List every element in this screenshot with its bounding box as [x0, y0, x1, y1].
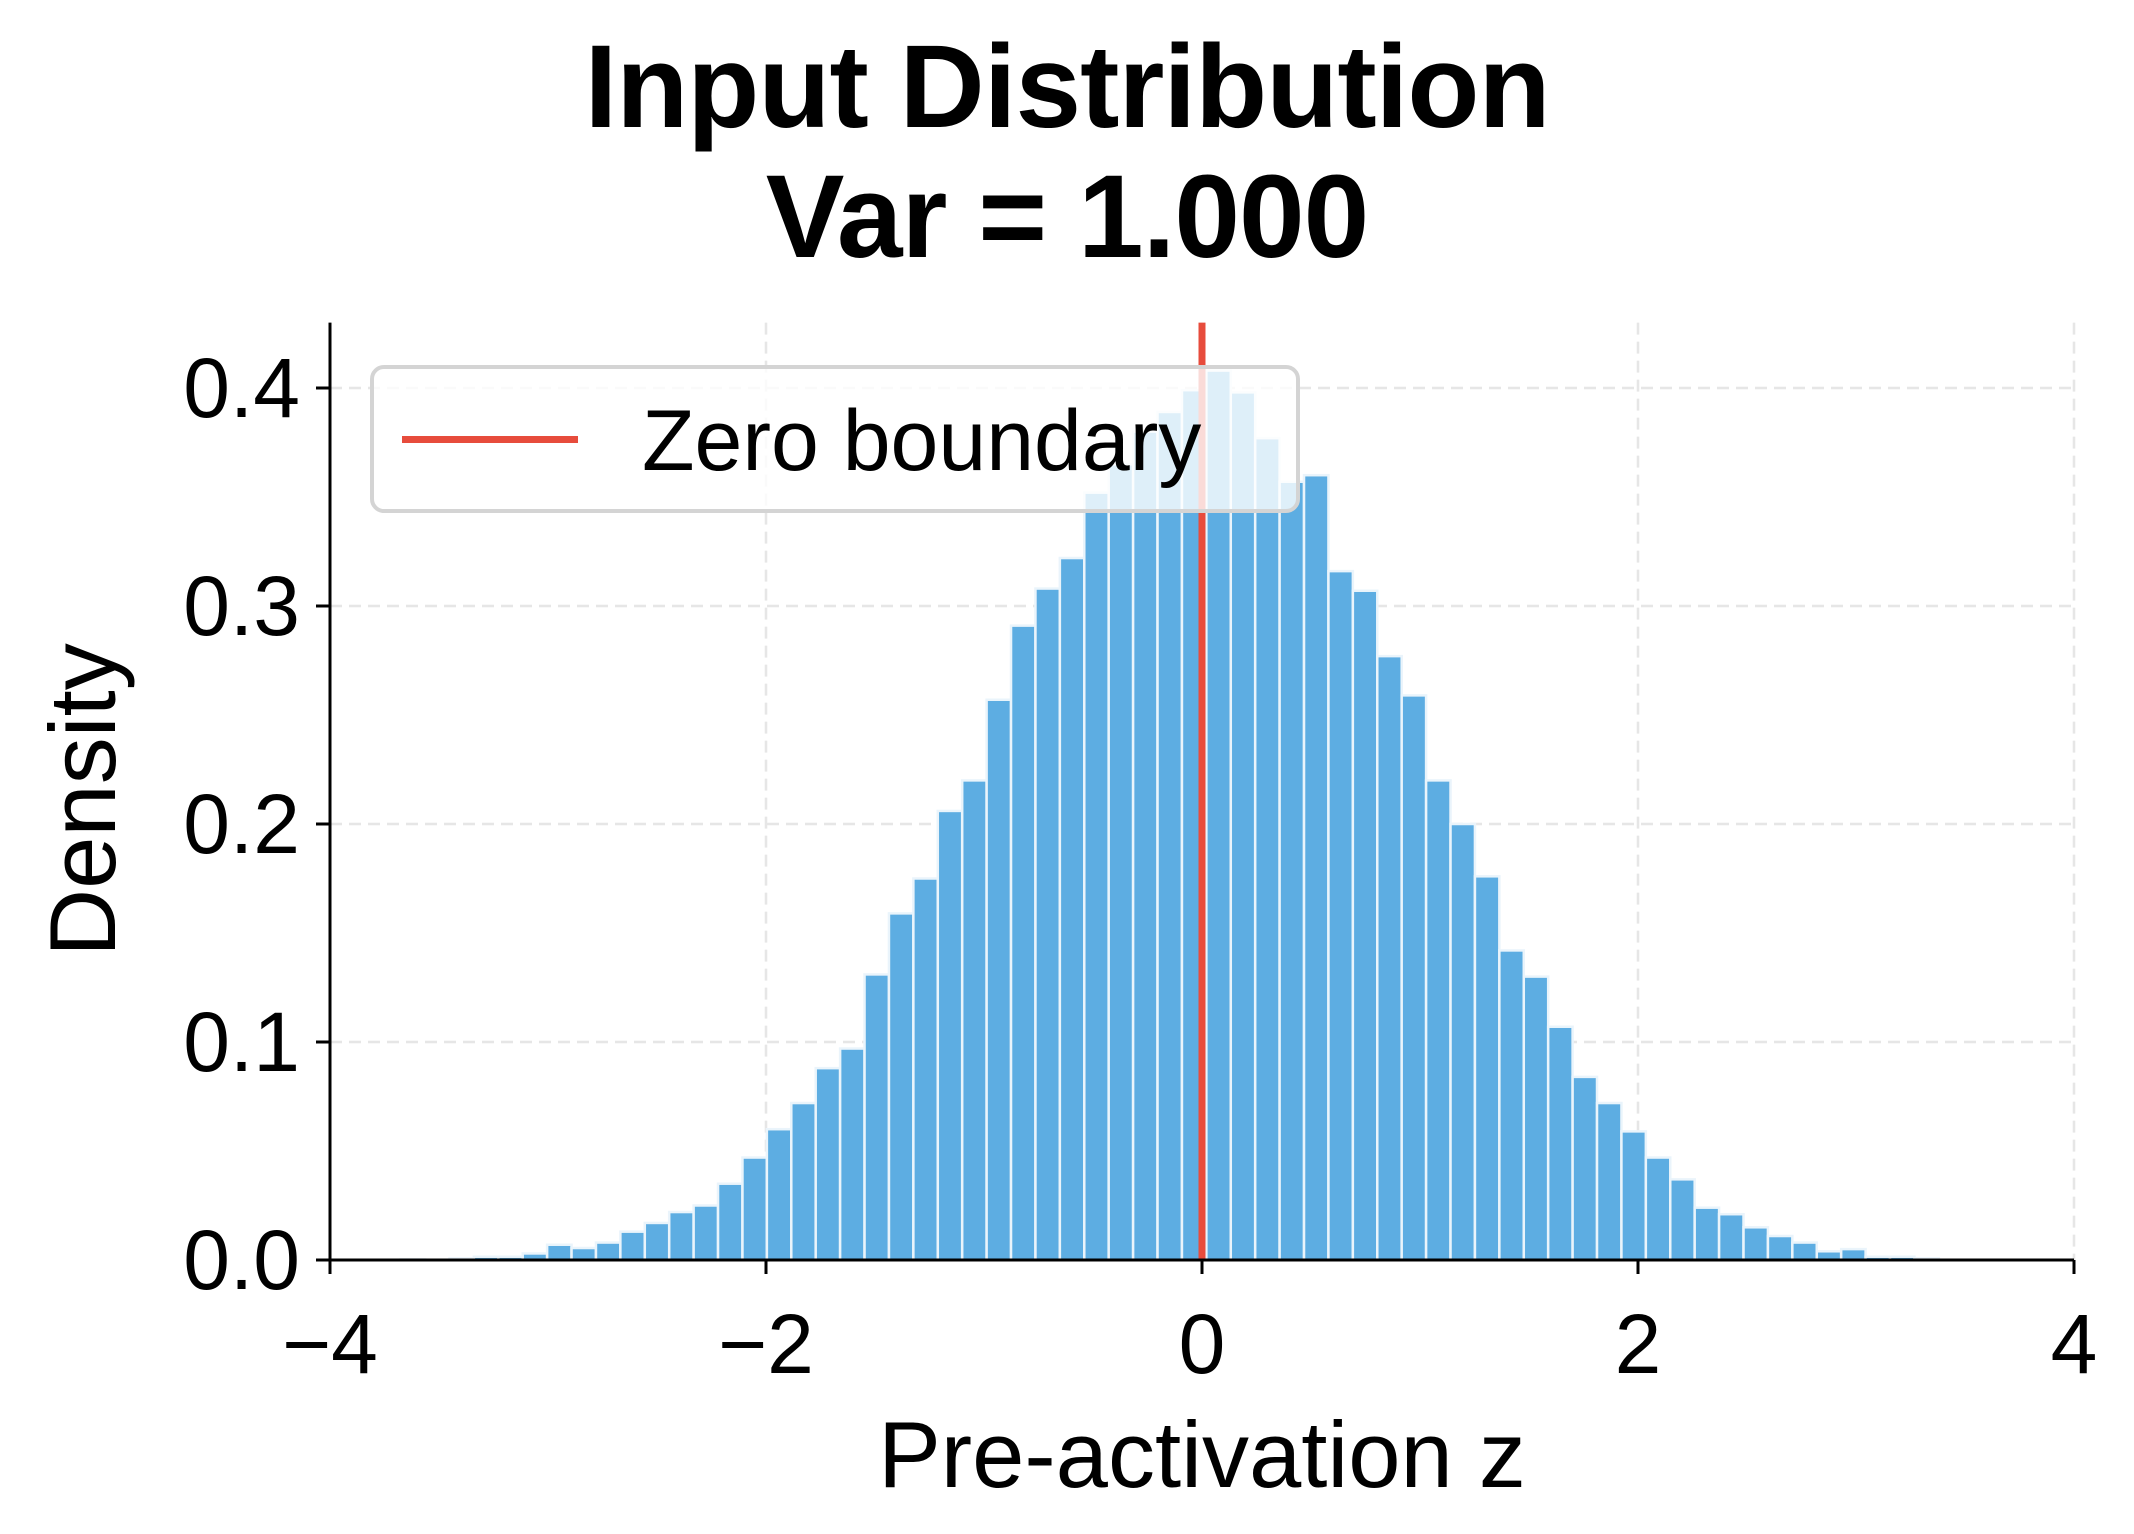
histogram-bar	[838, 1047, 866, 1262]
histogram-bar	[741, 1156, 769, 1262]
axes-spines	[316, 322, 2076, 1274]
legend-label-zero-boundary: Zero boundary	[642, 393, 1202, 489]
histogram-bar	[1449, 822, 1477, 1262]
histogram-bar	[1620, 1130, 1648, 1262]
chart-title-line2: Var = 1.000	[765, 151, 1370, 283]
histogram-bar	[1546, 1025, 1574, 1262]
histogram-bar	[1766, 1234, 1794, 1262]
histogram-bar	[814, 1066, 842, 1262]
histogram-bar	[545, 1243, 573, 1262]
histogram-bar	[1571, 1075, 1599, 1262]
y-tick-label: 0.3	[183, 559, 300, 653]
histogram-bar	[1742, 1226, 1770, 1262]
histogram-bar	[667, 1210, 695, 1262]
histogram-bar	[1058, 556, 1086, 1262]
histogram-bar	[1278, 480, 1306, 1262]
histogram-bar	[692, 1204, 720, 1262]
histogram-bar	[790, 1101, 817, 1262]
histogram-bar	[1424, 779, 1452, 1262]
histogram-bar	[1229, 391, 1257, 1262]
x-tick-label: 4	[2050, 1297, 2098, 1391]
histogram-bar	[1302, 473, 1330, 1262]
y-axis-label: Density	[30, 643, 135, 957]
histogram-bar	[863, 973, 891, 1262]
histogram-bar	[765, 1127, 793, 1262]
histogram-bar	[619, 1230, 647, 1262]
histogram-bar	[1669, 1178, 1696, 1262]
histogram-bar	[1717, 1212, 1745, 1262]
y-tick-label: 0.2	[183, 777, 300, 871]
histogram-bar	[1644, 1156, 1672, 1262]
histogram-bar	[570, 1246, 598, 1262]
histogram-bar	[716, 1182, 744, 1262]
histogram-bar	[1595, 1101, 1623, 1262]
histogram-bar	[1522, 975, 1550, 1262]
histogram-bar	[1693, 1206, 1721, 1262]
histogram-bar	[1253, 436, 1281, 1262]
histogram-bar	[1131, 430, 1159, 1262]
chart-title-line1: Input Distribution	[584, 21, 1550, 153]
histogram-bar	[1009, 624, 1037, 1262]
histogram-bar	[1107, 463, 1135, 1262]
histogram-bar	[1498, 949, 1526, 1262]
histogram-bar	[1351, 589, 1379, 1262]
histogram-bar	[1376, 654, 1403, 1262]
chart-title: Input Distribution Var = 1.000	[0, 22, 2134, 282]
histogram-bar	[594, 1241, 622, 1262]
histogram-bar	[1327, 569, 1355, 1262]
y-tick-label: 0.0	[183, 1213, 300, 1307]
y-tick-label: 0.4	[183, 341, 300, 435]
histogram-bar	[1400, 694, 1428, 1262]
x-tick-label: −4	[282, 1297, 378, 1391]
histogram-bar	[936, 809, 964, 1262]
histogram-bar	[985, 698, 1013, 1262]
histogram-bar	[643, 1221, 671, 1262]
x-tick-label: 2	[1614, 1297, 1662, 1391]
histogram-bar	[912, 877, 940, 1262]
legend: Zero boundary	[370, 365, 1300, 513]
x-tick-label: 0	[1178, 1297, 1226, 1391]
histogram-bar	[887, 912, 915, 1262]
histogram-bar	[1839, 1247, 1867, 1262]
histogram-bar	[1791, 1241, 1819, 1262]
histogram-bar	[1034, 587, 1062, 1262]
x-tick-label: −2	[718, 1297, 814, 1391]
legend-red-line-icon	[402, 436, 578, 443]
histogram-bar	[1473, 875, 1501, 1262]
histogram-bar	[1156, 410, 1184, 1262]
histogram-bar	[1083, 491, 1110, 1262]
y-tick-label: 0.1	[183, 995, 300, 1089]
histogram-bar	[960, 779, 988, 1262]
x-axis-label: Pre-activation z	[878, 1402, 1526, 1507]
